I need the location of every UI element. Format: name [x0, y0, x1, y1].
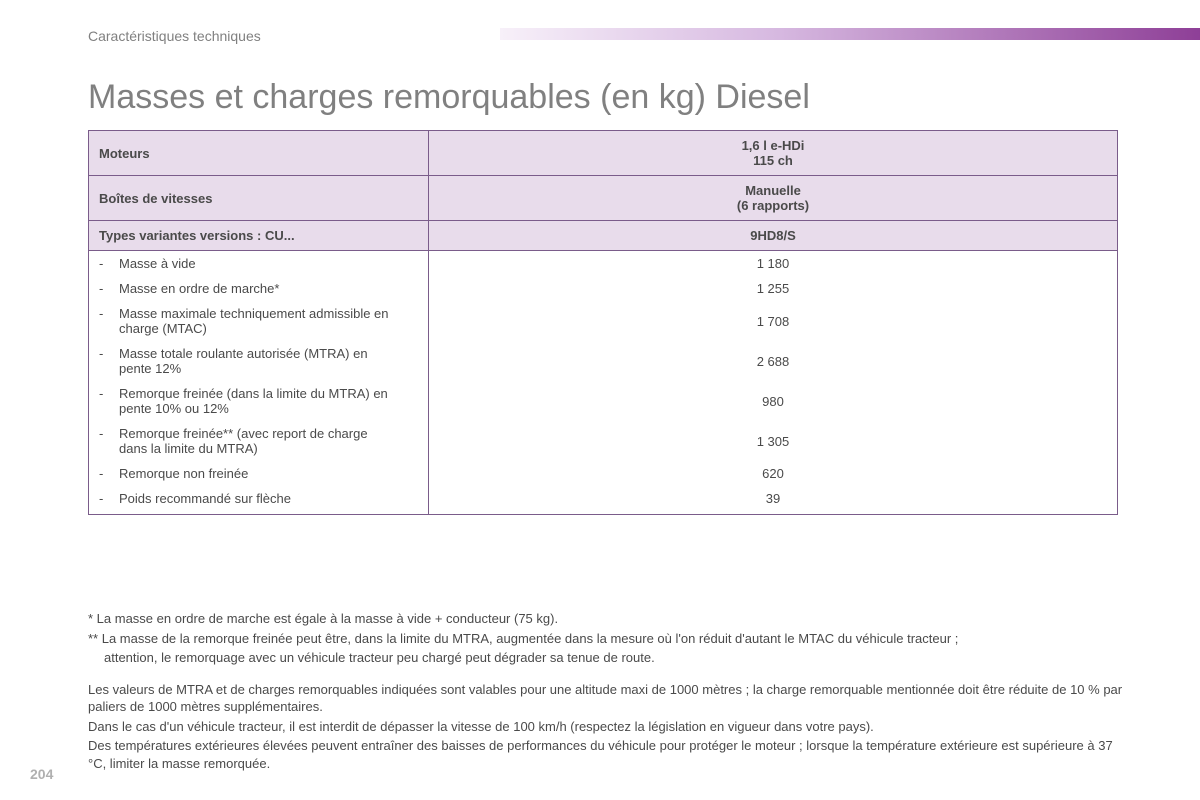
table-row: -Remorque freinée (dans la limite du MTR… [89, 381, 1118, 421]
gearbox-label: Boîtes de vitesses [89, 176, 429, 221]
row-value: 980 [429, 381, 1118, 421]
page-header: Caractéristiques techniques [0, 28, 1200, 46]
page-number: 204 [30, 766, 53, 782]
footnote-2b: attention, le remorquage avec un véhicul… [88, 649, 1128, 667]
specs-table: Moteurs 1,6 l e-HDi 115 ch Boîtes de vit… [88, 130, 1118, 515]
engine-line2: 115 ch [753, 153, 793, 168]
row-label: -Remorque freinée** (avec report de char… [89, 421, 429, 461]
table-row: -Poids recommandé sur flèche39 [89, 486, 1118, 515]
row-label: -Masse à vide [89, 251, 429, 277]
row-label: -Poids recommandé sur flèche [89, 486, 429, 515]
table-row: -Remorque freinée** (avec report de char… [89, 421, 1118, 461]
table-row: -Masse à vide1 180 [89, 251, 1118, 277]
header-row-variant: Types variantes versions : CU... 9HD8/S [89, 221, 1118, 251]
header-row-gearbox: Boîtes de vitesses Manuelle (6 rapports) [89, 176, 1118, 221]
table-row: -Remorque non freinée620 [89, 461, 1118, 486]
footnote-1: * La masse en ordre de marche est égale … [88, 610, 1128, 628]
gearbox-value: Manuelle (6 rapports) [429, 176, 1118, 221]
row-value: 39 [429, 486, 1118, 515]
header-row-engine: Moteurs 1,6 l e-HDi 115 ch [89, 131, 1118, 176]
engine-value: 1,6 l e-HDi 115 ch [429, 131, 1118, 176]
footnote-p3: Des températures extérieures élevées peu… [88, 737, 1128, 772]
header-gradient [500, 28, 1200, 40]
gearbox-line1: Manuelle [745, 183, 801, 198]
row-value: 2 688 [429, 341, 1118, 381]
row-value: 1 180 [429, 251, 1118, 277]
table-row: -Masse totale roulante autorisée (MTRA) … [89, 341, 1118, 381]
row-label: -Remorque freinée (dans la limite du MTR… [89, 381, 429, 421]
variant-label: Types variantes versions : CU... [89, 221, 429, 251]
footnote-p2: Dans le cas d'un véhicule tracteur, il e… [88, 718, 1128, 736]
engine-label: Moteurs [89, 131, 429, 176]
page-title: Masses et charges remorquables (en kg) D… [88, 78, 810, 117]
row-label: -Masse en ordre de marche* [89, 276, 429, 301]
row-value: 1 305 [429, 421, 1118, 461]
row-value: 1 708 [429, 301, 1118, 341]
footnotes: * La masse en ordre de marche est égale … [88, 610, 1128, 774]
engine-line1: 1,6 l e-HDi [742, 138, 805, 153]
row-value: 1 255 [429, 276, 1118, 301]
footnote-p1: Les valeurs de MTRA et de charges remorq… [88, 681, 1128, 716]
row-value: 620 [429, 461, 1118, 486]
variant-value: 9HD8/S [429, 221, 1118, 251]
section-label: Caractéristiques techniques [88, 28, 261, 44]
table-row: -Masse en ordre de marche*1 255 [89, 276, 1118, 301]
table-row: -Masse maximale techniquement admissible… [89, 301, 1118, 341]
row-label: -Remorque non freinée [89, 461, 429, 486]
footnote-2a: ** La masse de la remorque freinée peut … [88, 630, 1128, 648]
row-label: -Masse maximale techniquement admissible… [89, 301, 429, 341]
gearbox-line2: (6 rapports) [737, 198, 809, 213]
row-label: -Masse totale roulante autorisée (MTRA) … [89, 341, 429, 381]
